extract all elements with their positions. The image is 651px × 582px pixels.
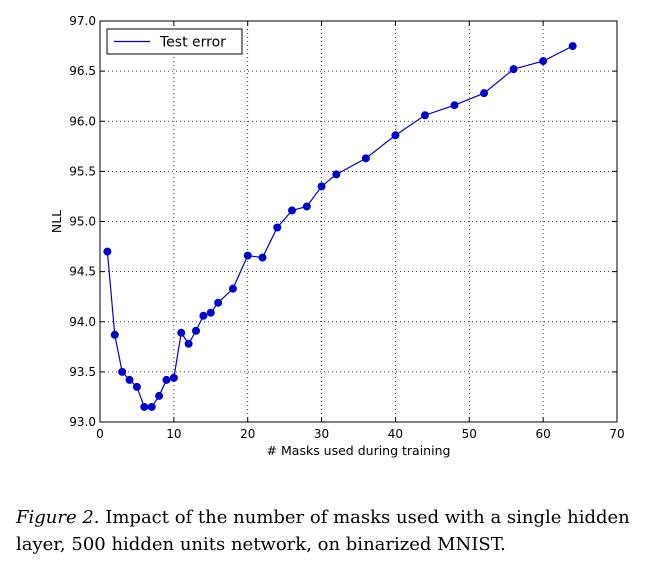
data-point bbox=[155, 391, 164, 400]
x-tick-label: 60 bbox=[536, 427, 551, 441]
data-point bbox=[302, 202, 311, 211]
data-point bbox=[169, 373, 178, 382]
x-tick-labels: 0 10 20 30 40 50 60 70 bbox=[96, 427, 624, 441]
grid bbox=[100, 21, 617, 422]
data-point bbox=[192, 326, 201, 335]
y-tick-label: 93.0 bbox=[69, 415, 96, 429]
data-point bbox=[361, 154, 370, 163]
x-tick-label: 10 bbox=[166, 427, 181, 441]
data-point bbox=[332, 170, 341, 179]
y-tick-label: 95.0 bbox=[69, 215, 96, 229]
series-group bbox=[103, 42, 577, 411]
x-tick-label: 20 bbox=[240, 427, 255, 441]
caption-label: Figure 2. bbox=[16, 507, 100, 528]
data-point bbox=[118, 367, 127, 376]
ticks bbox=[99, 20, 618, 423]
y-tick-labels: 93.0 93.5 94.0 94.5 95.0 95.5 96.0 96.5 97.0 bbox=[69, 14, 96, 429]
data-point bbox=[199, 311, 208, 320]
x-axis-label: # Masks used during training bbox=[267, 443, 451, 458]
x-tick-label: 70 bbox=[609, 427, 624, 441]
data-point bbox=[177, 328, 186, 337]
y-tick-label: 95.5 bbox=[69, 164, 96, 178]
plot-frame bbox=[99, 20, 618, 423]
x-tick-label: 0 bbox=[96, 427, 104, 441]
y-tick-label: 96.0 bbox=[69, 114, 96, 128]
chart: 0 10 20 30 40 50 60 70 93.0 93.5 94.0 94.5 95.0 95.5… bbox=[49, 14, 625, 458]
y-tick-label: 97.0 bbox=[69, 14, 96, 28]
data-point bbox=[480, 89, 489, 98]
data-point bbox=[420, 111, 429, 120]
data-point bbox=[273, 223, 282, 232]
data-point bbox=[140, 402, 149, 411]
data-point bbox=[162, 375, 171, 384]
y-tick-label: 96.5 bbox=[69, 64, 96, 78]
data-point bbox=[288, 206, 297, 215]
x-tick-label: 50 bbox=[462, 427, 477, 441]
data-point bbox=[258, 253, 267, 262]
data-point bbox=[243, 251, 252, 260]
y-tick-label: 94.5 bbox=[69, 265, 96, 279]
data-point bbox=[206, 308, 215, 317]
legend-label: Test error bbox=[159, 35, 226, 51]
data-point bbox=[539, 57, 548, 66]
x-tick-label: 40 bbox=[388, 427, 403, 441]
figure-caption: Figure 2. Impact of the number of masks … bbox=[16, 504, 636, 558]
y-tick-label: 94.0 bbox=[69, 315, 96, 329]
data-point bbox=[391, 131, 400, 140]
caption-text: Impact of the number of masks used with … bbox=[16, 507, 630, 555]
data-point bbox=[110, 330, 119, 339]
data-point bbox=[125, 375, 134, 384]
data-point bbox=[568, 42, 577, 51]
series-line bbox=[106, 45, 573, 408]
data-point bbox=[147, 402, 156, 411]
y-tick-label: 93.5 bbox=[69, 365, 96, 379]
data-point bbox=[509, 65, 518, 74]
data-point bbox=[450, 101, 459, 110]
y-axis-label: NLL bbox=[49, 210, 64, 233]
data-point bbox=[103, 247, 112, 256]
data-point bbox=[317, 182, 326, 191]
data-point bbox=[228, 284, 237, 293]
data-point bbox=[214, 298, 223, 307]
x-tick-label: 30 bbox=[314, 427, 329, 441]
data-point bbox=[132, 382, 141, 391]
data-point bbox=[184, 339, 193, 348]
legend: Test error bbox=[106, 28, 243, 55]
